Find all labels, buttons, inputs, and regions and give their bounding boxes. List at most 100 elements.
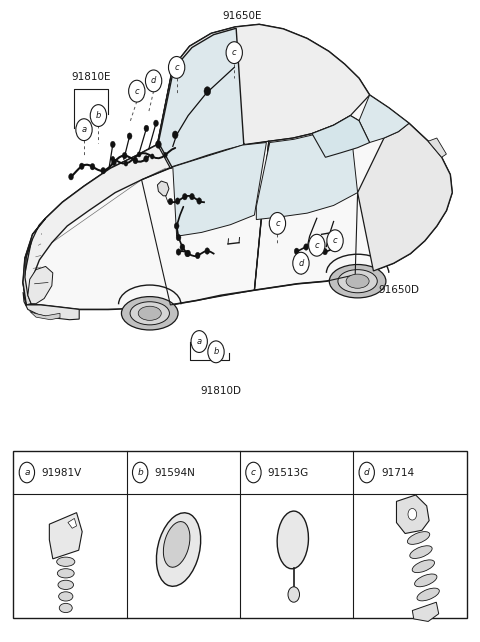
Circle shape xyxy=(144,125,149,132)
Text: 91714: 91714 xyxy=(381,467,414,478)
Text: d: d xyxy=(364,468,370,477)
Circle shape xyxy=(150,154,154,159)
Ellipse shape xyxy=(338,270,377,293)
Circle shape xyxy=(168,198,173,205)
Text: c: c xyxy=(314,241,319,250)
Circle shape xyxy=(304,244,309,250)
Circle shape xyxy=(172,131,178,139)
Circle shape xyxy=(79,163,84,169)
Ellipse shape xyxy=(277,511,309,569)
Circle shape xyxy=(163,152,167,157)
Text: 91810E: 91810E xyxy=(72,72,111,82)
Ellipse shape xyxy=(138,306,161,320)
Text: 91981V: 91981V xyxy=(41,467,82,478)
Polygon shape xyxy=(396,495,429,534)
Polygon shape xyxy=(23,292,79,320)
Text: 91650D: 91650D xyxy=(378,285,419,295)
Circle shape xyxy=(176,249,181,256)
Ellipse shape xyxy=(415,574,437,587)
Circle shape xyxy=(129,80,145,102)
Polygon shape xyxy=(68,519,77,528)
Ellipse shape xyxy=(408,532,430,544)
Ellipse shape xyxy=(57,569,74,578)
Ellipse shape xyxy=(408,508,417,520)
Ellipse shape xyxy=(163,521,190,568)
Circle shape xyxy=(182,193,187,200)
Polygon shape xyxy=(23,24,452,309)
Circle shape xyxy=(122,152,127,159)
Polygon shape xyxy=(157,24,370,168)
Polygon shape xyxy=(359,95,409,143)
Circle shape xyxy=(174,223,179,229)
Circle shape xyxy=(110,141,115,148)
Polygon shape xyxy=(30,311,60,320)
Polygon shape xyxy=(157,67,245,168)
Text: 91810D: 91810D xyxy=(200,386,241,397)
Text: a: a xyxy=(24,468,30,477)
Text: c: c xyxy=(275,219,280,228)
Text: a: a xyxy=(82,125,86,134)
Circle shape xyxy=(293,252,309,274)
Circle shape xyxy=(133,157,138,164)
Circle shape xyxy=(132,462,148,483)
Polygon shape xyxy=(157,181,169,196)
Polygon shape xyxy=(49,512,82,559)
Circle shape xyxy=(156,141,161,148)
Circle shape xyxy=(204,87,211,96)
Text: 91513G: 91513G xyxy=(268,467,309,478)
Circle shape xyxy=(226,42,242,64)
Circle shape xyxy=(90,164,95,170)
Ellipse shape xyxy=(329,265,386,298)
Circle shape xyxy=(19,462,35,483)
Circle shape xyxy=(145,70,162,92)
Polygon shape xyxy=(412,602,439,621)
Polygon shape xyxy=(158,28,244,167)
Text: d: d xyxy=(151,76,156,85)
Polygon shape xyxy=(358,123,452,271)
Circle shape xyxy=(185,250,190,257)
Circle shape xyxy=(168,56,185,78)
Text: 91594N: 91594N xyxy=(155,467,195,478)
Polygon shape xyxy=(256,117,358,220)
Circle shape xyxy=(208,341,224,363)
Circle shape xyxy=(191,331,207,352)
Circle shape xyxy=(246,462,261,483)
Text: b: b xyxy=(96,111,101,120)
Polygon shape xyxy=(428,138,446,157)
Ellipse shape xyxy=(417,588,439,601)
Text: c: c xyxy=(333,236,337,245)
Ellipse shape xyxy=(59,592,73,601)
Circle shape xyxy=(180,244,185,250)
Ellipse shape xyxy=(130,302,169,325)
Circle shape xyxy=(197,198,202,204)
Ellipse shape xyxy=(58,580,73,589)
Circle shape xyxy=(205,248,210,254)
Ellipse shape xyxy=(156,513,201,586)
Polygon shape xyxy=(173,143,266,236)
Ellipse shape xyxy=(410,546,432,559)
Circle shape xyxy=(332,245,337,251)
Circle shape xyxy=(195,252,200,259)
Circle shape xyxy=(175,198,180,204)
Circle shape xyxy=(309,234,325,256)
Circle shape xyxy=(111,159,116,166)
Text: b: b xyxy=(213,347,219,356)
Text: c: c xyxy=(251,468,256,477)
Ellipse shape xyxy=(121,297,178,330)
Text: c: c xyxy=(232,48,237,57)
Circle shape xyxy=(124,161,128,166)
Circle shape xyxy=(323,248,327,255)
Polygon shape xyxy=(28,266,53,304)
Circle shape xyxy=(144,155,148,162)
Polygon shape xyxy=(23,144,172,305)
Ellipse shape xyxy=(57,557,75,566)
Text: a: a xyxy=(197,337,202,346)
Ellipse shape xyxy=(412,560,434,573)
Text: c: c xyxy=(134,87,139,96)
Circle shape xyxy=(101,168,106,174)
Circle shape xyxy=(176,234,181,241)
Circle shape xyxy=(359,462,374,483)
Circle shape xyxy=(269,213,286,234)
Circle shape xyxy=(90,105,107,126)
Circle shape xyxy=(294,248,299,254)
